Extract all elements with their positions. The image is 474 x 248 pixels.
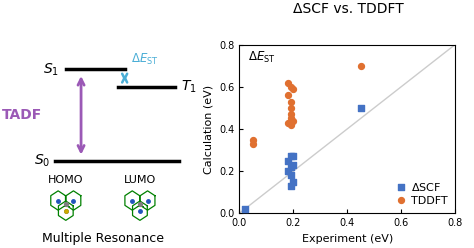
TDDFT: [290, 87, 297, 91]
$\Delta$SCF: [284, 159, 292, 163]
$\Delta$SCF: [290, 154, 297, 158]
Y-axis label: Calculation (eV): Calculation (eV): [203, 84, 214, 174]
Text: $\Delta E_{\rm ST}$: $\Delta E_{\rm ST}$: [248, 50, 276, 65]
TDDFT: [287, 85, 294, 89]
TDDFT: [287, 116, 294, 120]
TDDFT: [287, 112, 294, 116]
$\Delta$SCF: [284, 169, 292, 173]
TDDFT: [249, 142, 256, 146]
TDDFT: [287, 123, 294, 127]
Text: HOMO: HOMO: [48, 175, 83, 185]
$\Delta$SCF: [357, 106, 365, 110]
Text: ΔSCF vs. TDDFT: ΔSCF vs. TDDFT: [293, 2, 404, 16]
$\Delta$SCF: [290, 163, 297, 167]
TDDFT: [284, 93, 292, 97]
Text: Multiple Resonance: Multiple Resonance: [42, 232, 164, 245]
TDDFT: [284, 81, 292, 85]
$\Delta$SCF: [287, 173, 294, 177]
Text: $T_1$: $T_1$: [182, 79, 197, 95]
Text: $\Delta E_{\rm ST}$: $\Delta E_{\rm ST}$: [131, 52, 159, 67]
TDDFT: [357, 64, 365, 68]
TDDFT: [290, 119, 297, 123]
TDDFT: [287, 99, 294, 104]
Legend: $\Delta$SCF, TDDFT: $\Delta$SCF, TDDFT: [393, 179, 449, 208]
$\Delta$SCF: [287, 184, 294, 188]
TDDFT: [287, 106, 294, 110]
Text: LUMO: LUMO: [124, 175, 156, 185]
$\Delta$SCF: [287, 154, 294, 158]
$\Delta$SCF: [241, 207, 248, 211]
TDDFT: [249, 137, 256, 141]
$\Delta$SCF: [290, 180, 297, 184]
Text: TADF: TADF: [1, 108, 42, 122]
X-axis label: Experiment (eV): Experiment (eV): [301, 234, 393, 244]
$\Delta$SCF: [287, 165, 294, 169]
Text: $S_0$: $S_0$: [34, 153, 51, 169]
Text: $S_1$: $S_1$: [43, 61, 59, 78]
TDDFT: [284, 121, 292, 125]
